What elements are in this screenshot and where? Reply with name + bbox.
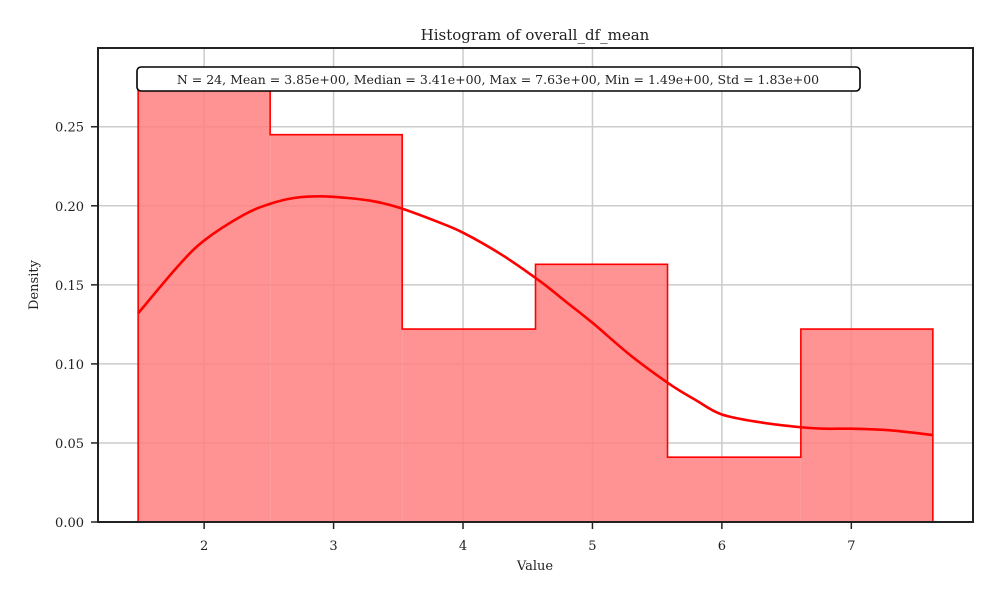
histogram-step-outline [137,87,934,522]
y-tick-label: 0.20 [55,200,84,215]
histogram-bar [402,329,536,522]
y-tick-label: 0.10 [55,358,84,373]
histogram-bars [137,87,934,522]
stats-box: N = 24, Mean = 3.85e+00, Median = 3.41e+… [136,66,861,92]
histogram-bar [800,329,933,522]
histogram-bar [535,264,668,522]
kde-curve [137,195,934,437]
x-tick-label: 5 [588,539,596,554]
stats-box-frame [136,66,861,92]
histogram-bar [138,88,271,522]
x-axis-label: Value [516,559,553,574]
histogram-bar [667,457,801,522]
y-tick-label: 0.25 [55,121,84,136]
x-tick-label: 7 [847,539,855,554]
axis-ticks: 2 3 4 5 6 7 0.00 0.05 0.10 0.15 0.20 0.25 [55,121,855,554]
x-tick-label: 6 [718,539,726,554]
x-tick-label: 4 [459,539,467,554]
kde-curve-group [137,195,934,437]
x-tick-label: 3 [329,539,337,554]
y-tick-label: 0.05 [55,437,84,452]
y-tick-label: 0.00 [55,516,84,531]
y-tick-label: 0.15 [55,279,84,294]
x-tick-label: 2 [200,539,208,554]
chart-title: Histogram of overall_df_mean [421,26,650,44]
histogram-bar [270,134,403,522]
y-axis-label: Density [27,259,42,310]
stats-text: N = 24, Mean = 3.85e+00, Median = 3.41e+… [177,72,819,87]
